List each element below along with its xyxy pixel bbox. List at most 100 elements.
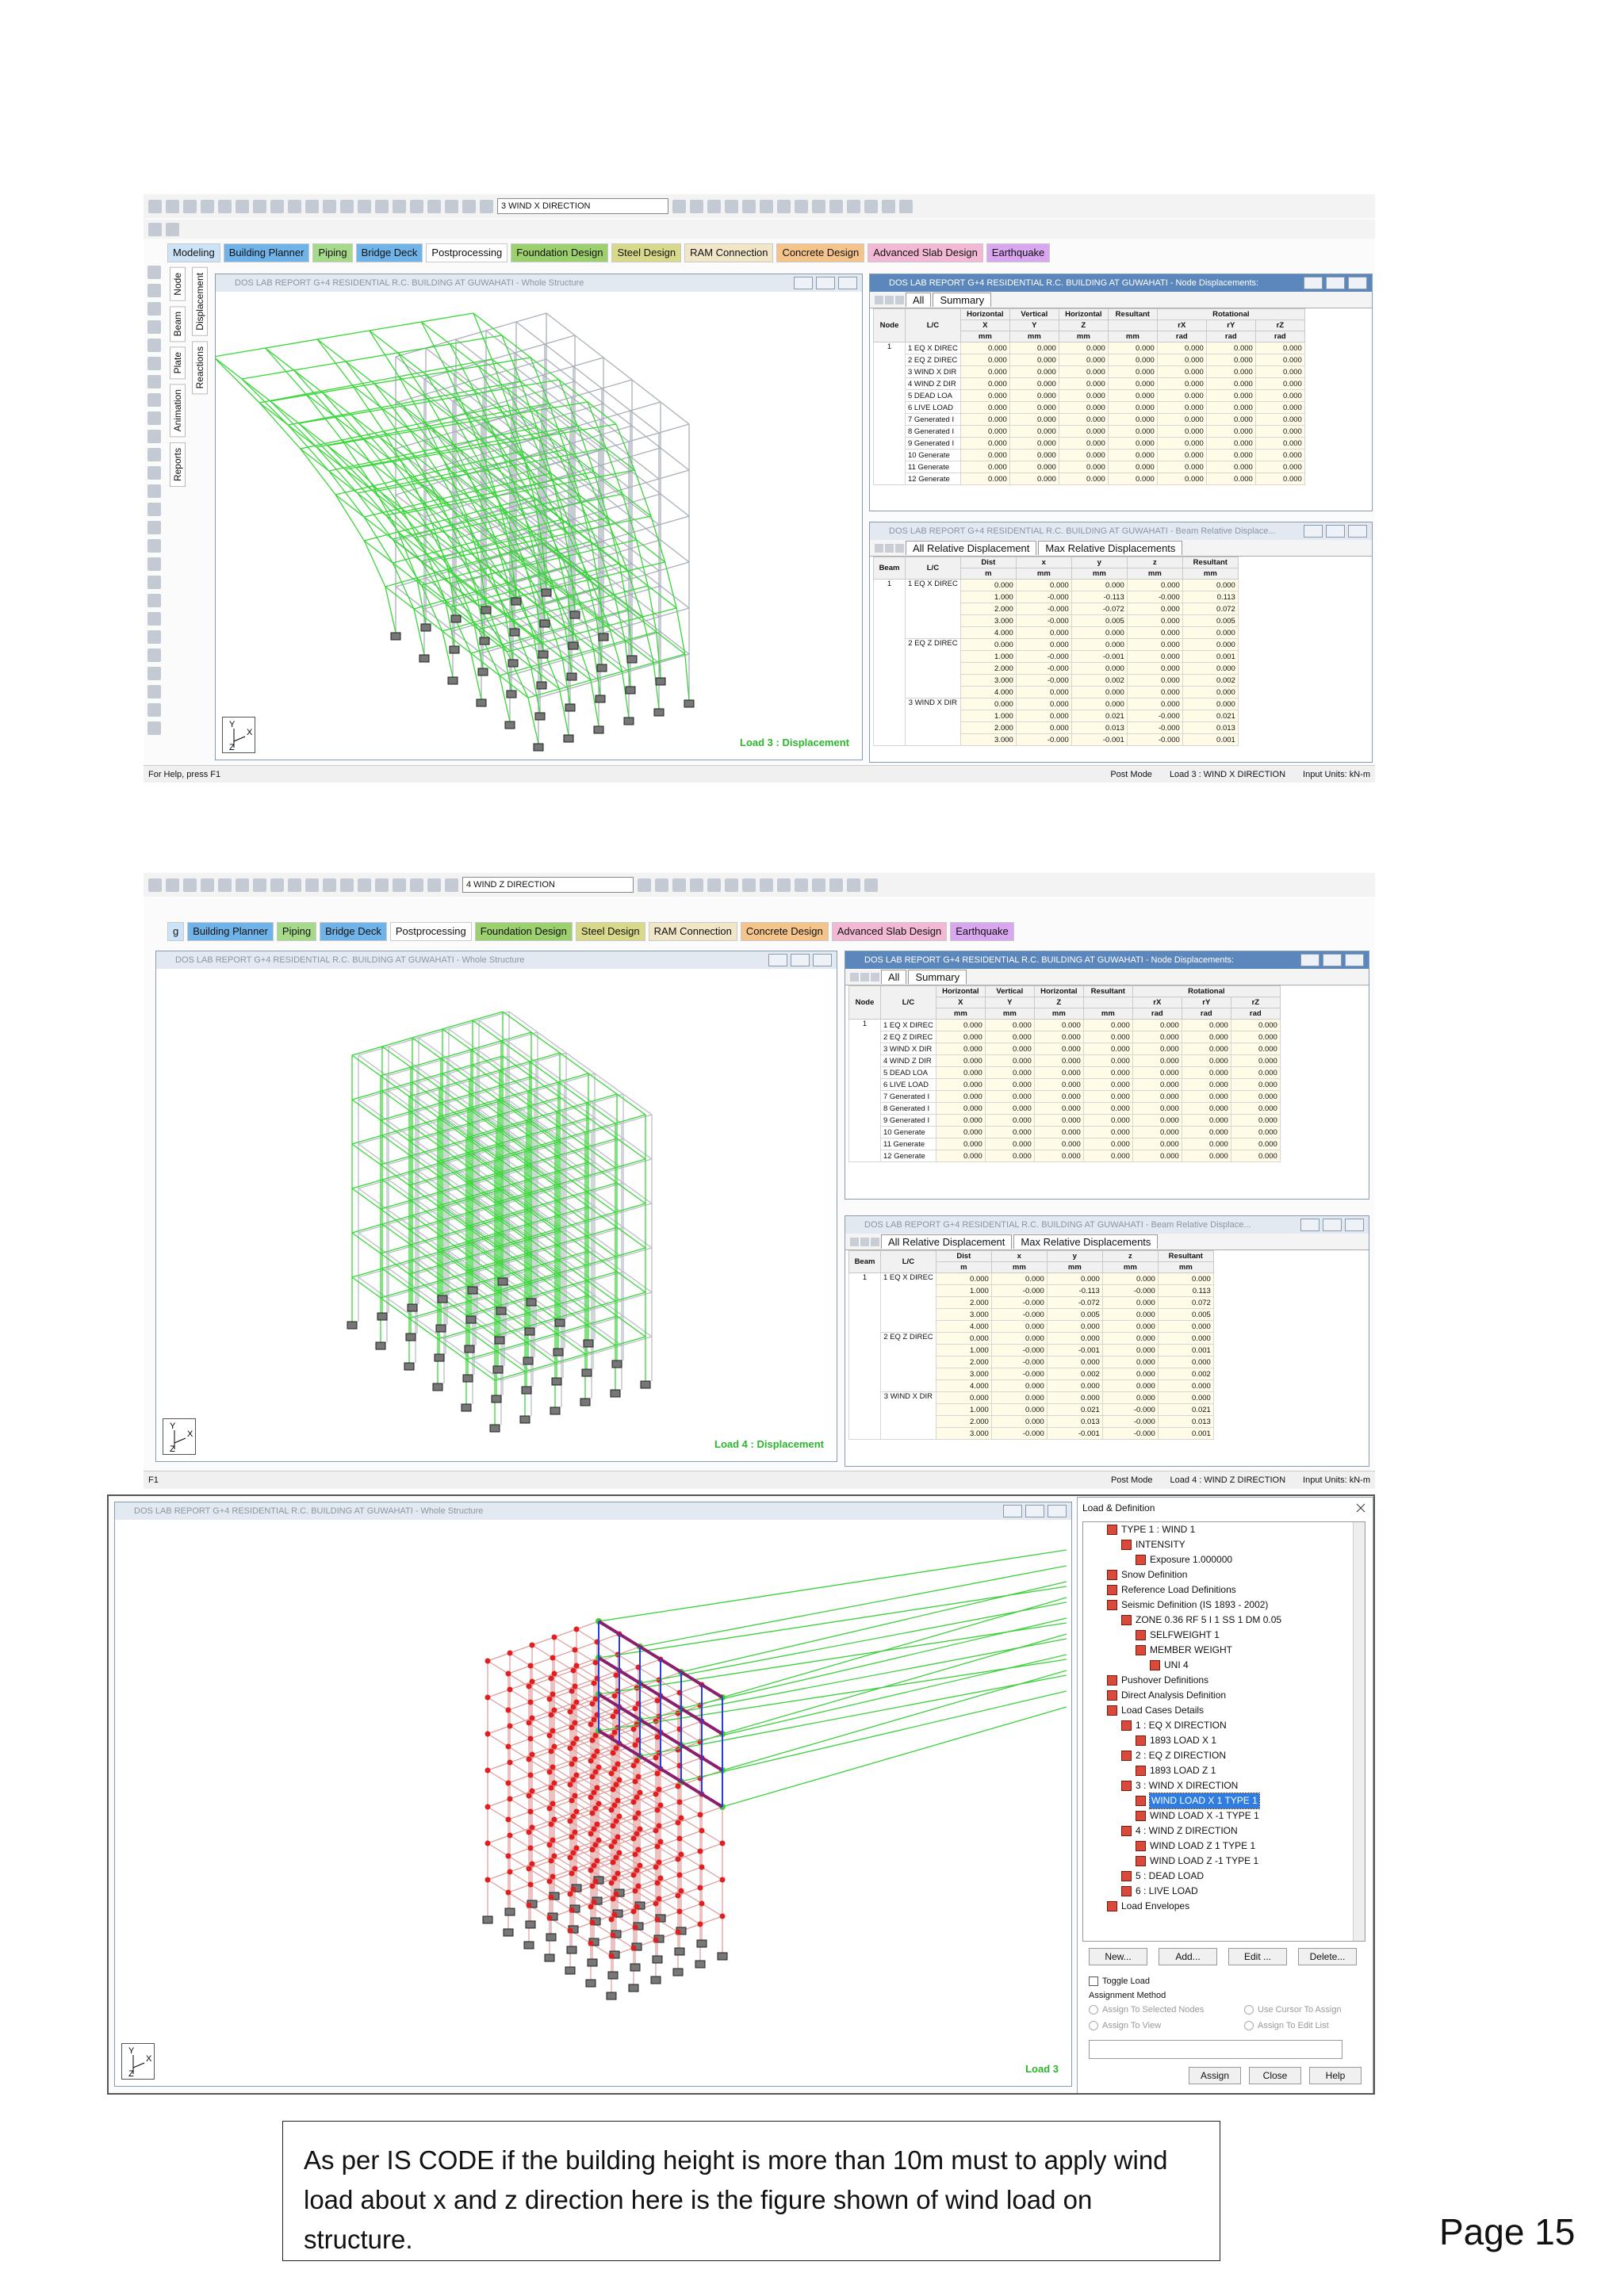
tree-item[interactable]: Exposure 1.000000 — [1083, 1552, 1365, 1567]
ribbon-tab[interactable]: Foundation Design — [511, 243, 609, 262]
toolbar-icon[interactable] — [147, 320, 161, 334]
toolbar-icon[interactable] — [148, 878, 162, 892]
ribbon-tab[interactable]: Advanced Slab Design — [868, 243, 983, 262]
toolbar-icon[interactable] — [147, 703, 161, 717]
table-tab[interactable]: All — [881, 970, 907, 984]
ribbon-tab[interactable]: Piping — [276, 922, 317, 941]
side-tab[interactable]: Node — [170, 267, 186, 301]
toolbar-icon[interactable] — [690, 878, 703, 892]
tree-item[interactable]: Seismic Definition (IS 1893 - 2002) — [1083, 1598, 1365, 1613]
toolbar-icon[interactable] — [147, 576, 161, 589]
window-button[interactable] — [813, 954, 832, 966]
ribbon-tab[interactable]: Modeling — [167, 243, 220, 262]
toolbar-icon[interactable] — [829, 878, 843, 892]
toolbar-icon[interactable] — [760, 199, 773, 213]
tree-item[interactable]: 1 : EQ X DIRECTION — [1083, 1718, 1365, 1733]
toolbar-icon[interactable] — [777, 878, 791, 892]
window-button[interactable] — [794, 277, 813, 289]
toolbar-icon[interactable] — [147, 284, 161, 297]
ribbon-tab[interactable]: Building Planner — [223, 243, 310, 262]
side-tab[interactable]: Plate — [170, 346, 186, 380]
toolbar-icon[interactable] — [183, 878, 197, 892]
assign-option[interactable]: Assign To View — [1089, 2021, 1161, 2030]
ribbon-tab[interactable]: Concrete Design — [776, 243, 865, 262]
tree-item[interactable]: Load Cases Details — [1083, 1703, 1365, 1718]
toolbar-icon[interactable] — [725, 878, 738, 892]
button[interactable]: Edit ... — [1228, 1948, 1287, 1965]
ribbon-tab[interactable]: Earthquake — [986, 243, 1051, 262]
toolbar-icon[interactable] — [147, 649, 161, 662]
toolbar-icon[interactable] — [147, 466, 161, 480]
toolbar-icon[interactable] — [340, 199, 354, 213]
tree-item[interactable]: 4 : WIND Z DIRECTION — [1083, 1823, 1365, 1839]
tab-nav[interactable] — [875, 543, 883, 553]
toolbar-icon[interactable] — [480, 199, 493, 213]
tree-item[interactable]: WIND LOAD Z -1 TYPE 1 — [1083, 1854, 1365, 1869]
toolbar-icon[interactable] — [147, 612, 161, 626]
toolbar-icon[interactable] — [725, 199, 738, 213]
toolbar-icon[interactable] — [427, 199, 441, 213]
window-button[interactable] — [838, 277, 857, 289]
toolbar-icon[interactable] — [672, 878, 686, 892]
toolbar-icon[interactable] — [147, 393, 161, 407]
toolbar-icon[interactable] — [340, 878, 354, 892]
toolbar-icon[interactable] — [375, 878, 389, 892]
toolbar-icon[interactable] — [358, 199, 371, 213]
toolbar-icon[interactable] — [147, 484, 161, 498]
toolbar-icon[interactable] — [147, 630, 161, 644]
side-tab[interactable]: Animation — [170, 384, 186, 438]
ribbon-tab[interactable]: Earthquake — [950, 922, 1014, 941]
ribbon-tab[interactable]: Building Planner — [187, 922, 274, 941]
toolbar-icon[interactable] — [323, 878, 336, 892]
ribbon-tab[interactable]: Postprocessing — [389, 922, 472, 941]
toolbar-icon[interactable] — [410, 199, 423, 213]
toolbar-icon[interactable] — [147, 539, 161, 553]
toolbar-icon[interactable] — [358, 878, 371, 892]
load-dropdown[interactable]: 3 WIND X DIRECTION — [497, 198, 668, 214]
table-tab[interactable]: All Relative Displacement — [906, 541, 1037, 555]
toolbar-icon[interactable] — [218, 199, 232, 213]
button[interactable]: Delete... — [1298, 1948, 1357, 1965]
tree-item[interactable]: 1893 LOAD Z 1 — [1083, 1763, 1365, 1778]
toolbar-icon[interactable] — [393, 199, 406, 213]
tree-item[interactable]: 1893 LOAD X 1 — [1083, 1733, 1365, 1748]
tab-nav[interactable] — [860, 972, 869, 982]
toolbar-icon[interactable] — [147, 557, 161, 571]
tree-item[interactable]: ZONE 0.36 RF 5 I 1 SS 1 DM 0.05 — [1083, 1613, 1365, 1628]
tree-item[interactable]: 5 : DEAD LOAD — [1083, 1869, 1365, 1884]
button[interactable]: Add... — [1159, 1948, 1217, 1965]
tree-item[interactable]: WIND LOAD Z 1 TYPE 1 — [1083, 1839, 1365, 1854]
toolbar-icon[interactable] — [253, 878, 266, 892]
window-button[interactable] — [1348, 525, 1367, 538]
table-tab[interactable]: All Relative Displacement — [881, 1234, 1013, 1249]
tree-item[interactable]: TYPE 1 : WIND 1 — [1083, 1522, 1365, 1537]
side-tab[interactable]: Reports — [170, 442, 186, 487]
tree-item[interactable]: WIND LOAD X -1 TYPE 1 — [1083, 1808, 1365, 1823]
toolbar-icon[interactable] — [795, 878, 808, 892]
toolbar-icon[interactable] — [147, 357, 161, 370]
toolbar-icon[interactable] — [760, 878, 773, 892]
side-tab[interactable]: Beam — [170, 305, 186, 342]
toggle-load[interactable]: Toggle Load — [1089, 1976, 1150, 1986]
toolbar-icon[interactable] — [812, 878, 825, 892]
toolbar-icon[interactable] — [847, 199, 860, 213]
table-tab[interactable]: Summary — [933, 293, 992, 307]
ribbon-tab[interactable]: Bridge Deck — [355, 243, 423, 262]
toolbar-icon[interactable] — [183, 199, 197, 213]
button[interactable]: New... — [1089, 1948, 1147, 1965]
window-button[interactable] — [816, 277, 835, 289]
toolbar-icon[interactable] — [147, 339, 161, 352]
table-tab[interactable]: Max Relative Displacements — [1013, 1234, 1159, 1249]
toolbar-icon[interactable] — [147, 302, 161, 316]
tab-nav[interactable] — [885, 295, 894, 304]
tab-nav[interactable] — [875, 295, 883, 304]
tree-item[interactable]: 6 : LIVE LOAD — [1083, 1884, 1365, 1899]
toolbar-icon[interactable] — [882, 199, 895, 213]
toolbar-icon[interactable] — [148, 199, 162, 213]
window-button[interactable] — [1025, 1505, 1044, 1517]
tree-item[interactable]: Reference Load Definitions — [1083, 1582, 1365, 1598]
toolbar-icon[interactable] — [742, 199, 756, 213]
toolbar-icon[interactable] — [707, 878, 721, 892]
tab-nav[interactable] — [871, 1237, 879, 1246]
side-tab[interactable]: Displacement — [192, 267, 208, 336]
